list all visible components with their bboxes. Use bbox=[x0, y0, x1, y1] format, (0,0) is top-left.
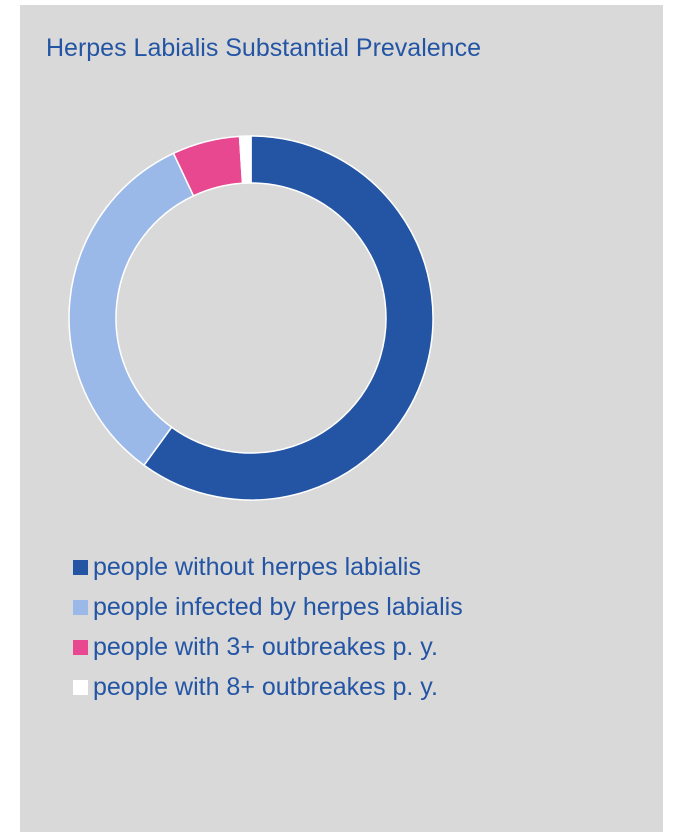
legend-label: people without herpes labialis bbox=[93, 552, 421, 581]
donut-segments bbox=[68, 135, 434, 501]
legend-label: people infected by herpes labialis bbox=[93, 592, 463, 621]
donut-segment bbox=[142, 135, 434, 501]
legend-item: people without herpes labialis bbox=[73, 547, 463, 587]
legend-swatch bbox=[73, 559, 88, 575]
legend-item: people infected by herpes labialis bbox=[73, 587, 463, 627]
donut-segment bbox=[68, 152, 195, 467]
legend-label: people with 3+ outbreakes p. y. bbox=[93, 632, 438, 661]
donut-segment bbox=[238, 135, 252, 185]
legend-swatch bbox=[73, 639, 88, 655]
legend-item: people with 3+ outbreakes p. y. bbox=[73, 627, 463, 667]
legend-label: people with 8+ outbreakes p. y. bbox=[93, 672, 438, 701]
chart-title: Herpes Labialis Substantial Prevalence bbox=[46, 34, 481, 62]
legend-swatch bbox=[73, 679, 88, 695]
legend: people without herpes labialis people in… bbox=[73, 547, 463, 707]
legend-item: people with 8+ outbreakes p. y. bbox=[73, 667, 463, 707]
legend-swatch bbox=[73, 599, 88, 615]
